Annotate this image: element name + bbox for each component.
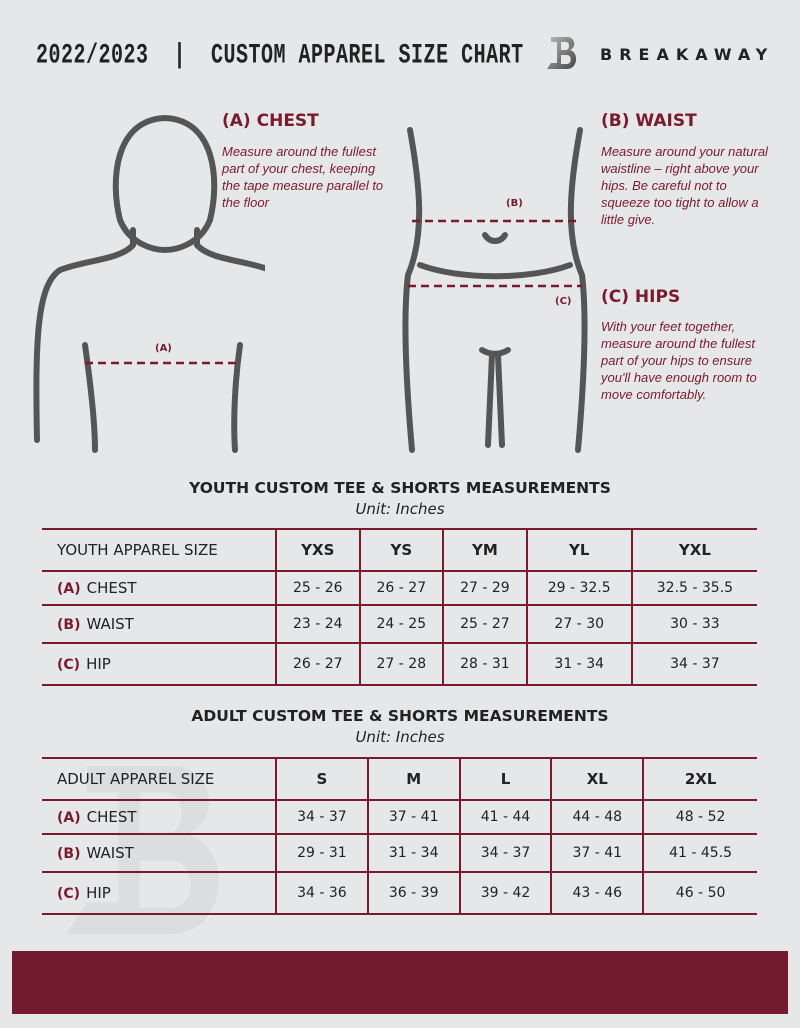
row-letter: (A)	[57, 581, 81, 597]
table-cell: 26 - 27	[358, 570, 444, 606]
table-cell: 31 - 34	[525, 642, 632, 686]
table-row: (B) WAIST 23 - 24 24 - 25 25 - 27 27 - 30 30 …	[42, 604, 757, 644]
adult-table-unit: Unit: Inches	[355, 728, 445, 746]
table-cell: 31 - 34	[366, 833, 460, 873]
table-header-row: ADULT APPAREL SIZE S M L XL 2XL	[42, 757, 757, 801]
table-cell: 29 - 31	[275, 833, 368, 873]
size-header: YXL	[630, 528, 757, 572]
table-cell: 34 - 37	[275, 799, 368, 835]
row-label: HIP	[86, 655, 111, 673]
row-label: WAIST	[86, 615, 134, 633]
size-header: M	[366, 757, 460, 801]
size-header: YS	[358, 528, 444, 572]
table-cell: 27 - 29	[442, 570, 527, 606]
table-cell: 39 - 42	[458, 871, 552, 915]
row-header: YOUTH APPAREL SIZE	[42, 528, 276, 572]
table-cell: 37 - 41	[366, 799, 460, 835]
table-cell: 34 - 36	[275, 871, 368, 915]
table-cell: 41 - 45.5	[642, 833, 757, 873]
table-row: (A) CHEST 25 - 26 26 - 27 27 - 29 29 - 32.5 3…	[42, 570, 757, 606]
brand-name: BREAKAWAY	[600, 45, 775, 64]
size-header: YM	[442, 528, 527, 572]
adult-size-table: ADULT APPAREL SIZE S M L XL 2XL (A) CHEST…	[42, 757, 757, 915]
table-cell: 27 - 30	[525, 604, 632, 644]
waist-heading: (B) WAIST	[601, 111, 697, 131]
size-header: S	[275, 757, 368, 801]
adult-table-title: ADULT CUSTOM TEE & SHORTS MEASUREMENTS	[191, 707, 609, 725]
page-title: 2022/2023 | CUSTOM APPAREL SIZE CHART	[36, 40, 524, 73]
table-cell: 34 - 37	[630, 642, 757, 686]
table-row: (C) HIP 34 - 36 36 - 39 39 - 42 43 - 46 46 - …	[42, 871, 757, 915]
row-label: HIP	[86, 884, 111, 902]
row-letter: (C)	[57, 886, 81, 902]
upper-body-figure	[33, 114, 265, 453]
table-cell: 44 - 48	[550, 799, 644, 835]
lower-body-figure	[402, 127, 588, 453]
row-label: CHEST	[86, 579, 137, 597]
table-cell: 37 - 41	[550, 833, 644, 873]
chest-marker: (A)	[155, 343, 172, 354]
table-cell: 23 - 24	[275, 604, 360, 644]
table-cell: 28 - 31	[442, 642, 527, 686]
table-cell: 25 - 27	[442, 604, 527, 644]
table-cell: 48 - 52	[642, 799, 757, 835]
table-cell: 36 - 39	[366, 871, 460, 915]
youth-size-table: YOUTH APPAREL SIZE YXS YS YM YL YXL (A) C…	[42, 528, 757, 686]
table-cell: 27 - 28	[358, 642, 444, 686]
table-cell: 25 - 26	[275, 570, 360, 606]
table-cell: 34 - 37	[458, 833, 552, 873]
footer-bar	[12, 951, 788, 1014]
size-header: L	[458, 757, 552, 801]
youth-table-unit: Unit: Inches	[355, 500, 445, 518]
table-cell: 29 - 32.5	[525, 570, 632, 606]
row-label: CHEST	[86, 808, 137, 826]
table-row: (B) WAIST 29 - 31 31 - 34 34 - 37 37 - 41 41 …	[42, 833, 757, 873]
waist-marker: (B)	[506, 198, 523, 209]
size-header: YL	[525, 528, 632, 572]
hips-heading: (C) HIPS	[601, 287, 681, 307]
size-header: 2XL	[642, 757, 757, 801]
row-letter: (B)	[57, 617, 81, 633]
hips-marker: (C)	[555, 296, 572, 307]
table-cell: 24 - 25	[358, 604, 444, 644]
table-row: (C) HIP 26 - 27 27 - 28 28 - 31 31 - 34 34 - …	[42, 642, 757, 686]
waist-instructions: Measure around your natural waistline – …	[601, 144, 768, 227]
chest-heading: (A) CHEST	[222, 111, 319, 131]
row-letter: (C)	[57, 657, 81, 673]
size-header: XL	[550, 757, 644, 801]
table-cell: 41 - 44	[458, 799, 552, 835]
table-row: (A) CHEST 34 - 37 37 - 41 41 - 44 44 - 48 48 …	[42, 799, 757, 835]
row-header: ADULT APPAREL SIZE	[42, 757, 276, 801]
table-cell: 32.5 - 35.5	[630, 570, 757, 606]
row-letter: (B)	[57, 846, 81, 862]
youth-table-title: YOUTH CUSTOM TEE & SHORTS MEASUREMENTS	[189, 479, 611, 497]
size-header: YXS	[275, 528, 360, 572]
table-header-row: YOUTH APPAREL SIZE YXS YS YM YL YXL	[42, 528, 757, 572]
breakaway-logo	[543, 33, 583, 77]
table-cell: 43 - 46	[550, 871, 644, 915]
table-cell: 46 - 50	[642, 871, 757, 915]
row-label: WAIST	[86, 844, 134, 862]
table-cell: 26 - 27	[275, 642, 360, 686]
table-cell: 30 - 33	[630, 604, 757, 644]
chest-instructions: Measure around the fullest part of your …	[222, 144, 384, 210]
hips-instructions: With your feet together, measure around …	[601, 319, 757, 402]
row-letter: (A)	[57, 810, 81, 826]
